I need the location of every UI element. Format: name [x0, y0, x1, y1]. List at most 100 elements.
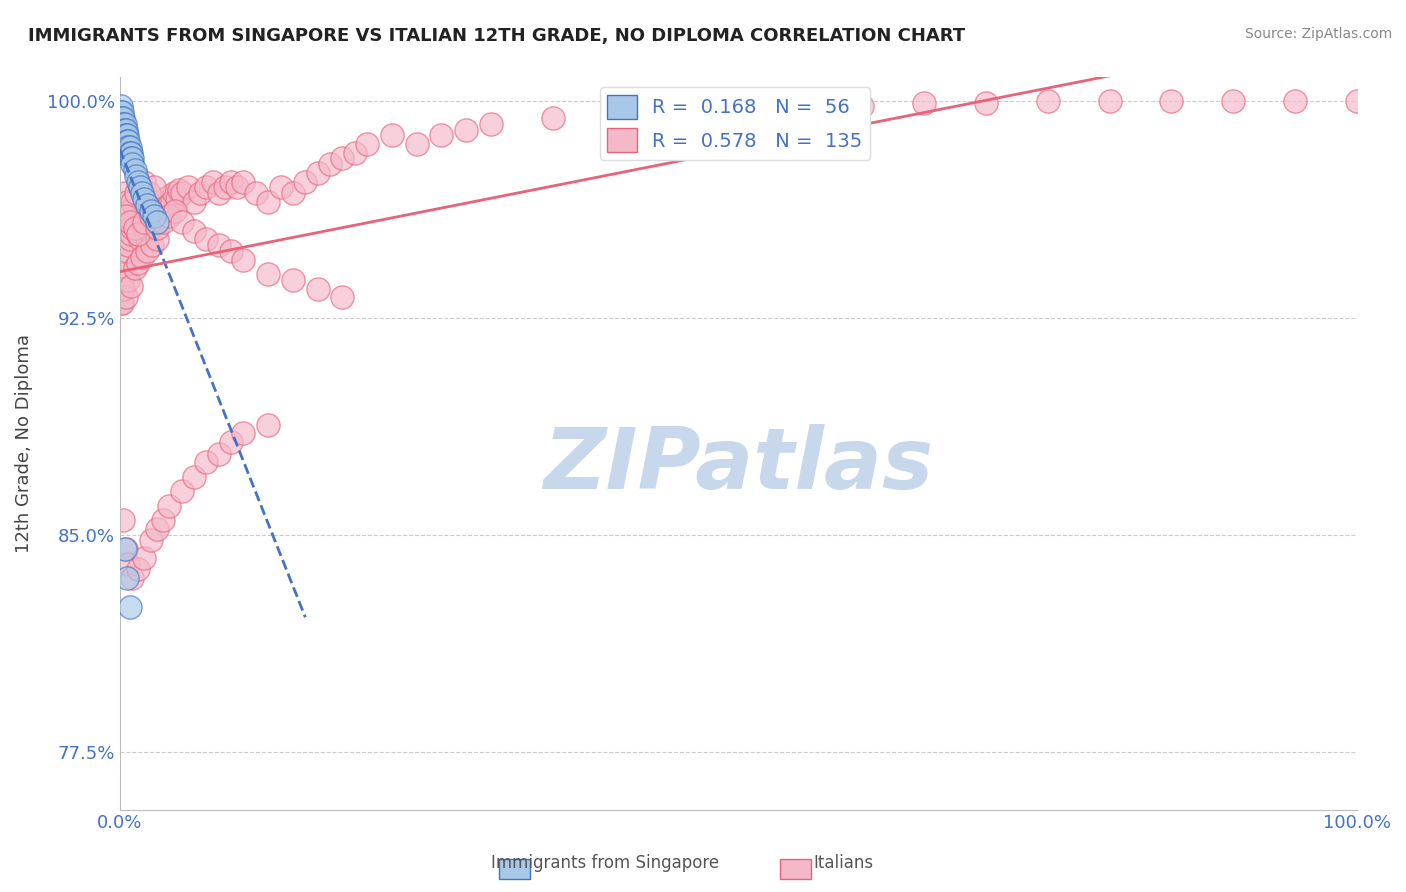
Point — [114, 128, 136, 143]
Point — [156, 198, 179, 212]
Point — [111, 134, 134, 148]
Point — [112, 282, 135, 296]
Point — [166, 192, 188, 206]
Point — [1098, 94, 1121, 108]
Point — [110, 105, 132, 120]
Point — [118, 140, 141, 154]
Point — [165, 203, 187, 218]
Point — [125, 215, 148, 229]
Point — [111, 145, 134, 160]
Point — [201, 175, 224, 189]
Point — [115, 134, 138, 148]
Point — [131, 250, 153, 264]
Point — [124, 261, 146, 276]
Point — [257, 267, 280, 281]
Point — [115, 571, 138, 585]
Point — [118, 599, 141, 614]
Point — [153, 192, 176, 206]
Point — [138, 186, 160, 201]
Point — [115, 194, 138, 209]
Point — [115, 128, 138, 143]
Point — [138, 224, 160, 238]
Point — [257, 417, 280, 432]
Point — [152, 513, 174, 527]
Point — [1346, 94, 1368, 108]
Y-axis label: 12th Grade, No Diploma: 12th Grade, No Diploma — [15, 334, 32, 553]
Point — [110, 122, 132, 136]
Point — [143, 180, 166, 194]
Point — [117, 145, 139, 160]
Point — [135, 227, 157, 241]
Point — [141, 238, 163, 252]
Point — [110, 296, 132, 310]
Point — [124, 163, 146, 178]
Point — [219, 435, 242, 450]
Point — [146, 221, 169, 235]
Point — [114, 134, 136, 148]
Point — [146, 232, 169, 246]
Point — [219, 244, 242, 258]
Text: IMMIGRANTS FROM SINGAPORE VS ITALIAN 12TH GRADE, NO DIPLOMA CORRELATION CHART: IMMIGRANTS FROM SINGAPORE VS ITALIAN 12T… — [28, 27, 966, 45]
Point — [124, 210, 146, 224]
Point — [143, 210, 166, 224]
Point — [111, 140, 134, 154]
Point — [134, 221, 156, 235]
Point — [125, 221, 148, 235]
Point — [112, 111, 135, 125]
Point — [118, 215, 141, 229]
Point — [111, 128, 134, 143]
Point — [974, 96, 997, 111]
Point — [112, 128, 135, 143]
Point — [139, 533, 162, 548]
Legend: R =  0.168   N =  56, R =  0.578   N =  135: R = 0.168 N = 56, R = 0.578 N = 135 — [599, 87, 870, 160]
Point — [114, 542, 136, 557]
Point — [183, 224, 205, 238]
Point — [111, 296, 134, 310]
Point — [356, 136, 378, 151]
Point — [115, 210, 138, 224]
Point — [114, 186, 136, 201]
Point — [127, 562, 149, 576]
Point — [139, 210, 162, 224]
Point — [115, 542, 138, 557]
Point — [111, 122, 134, 136]
Point — [281, 186, 304, 201]
Point — [110, 117, 132, 131]
Point — [136, 232, 159, 246]
Point — [232, 175, 254, 189]
Point — [170, 186, 193, 201]
Point — [150, 201, 173, 215]
Point — [117, 238, 139, 252]
Point — [112, 134, 135, 148]
Point — [167, 183, 190, 197]
Point — [603, 108, 626, 122]
Point — [232, 426, 254, 441]
Point — [219, 175, 242, 189]
Point — [121, 194, 143, 209]
Point — [115, 252, 138, 267]
Point — [120, 227, 142, 241]
Text: Source: ZipAtlas.com: Source: ZipAtlas.com — [1244, 27, 1392, 41]
Point — [343, 145, 366, 160]
Point — [110, 140, 132, 154]
Point — [117, 273, 139, 287]
Point — [131, 210, 153, 224]
Text: Italians: Italians — [814, 855, 873, 872]
Text: ZIPatlas: ZIPatlas — [543, 424, 934, 507]
Point — [115, 140, 138, 154]
Point — [120, 278, 142, 293]
Point — [142, 203, 165, 218]
Point — [160, 194, 183, 209]
Point — [118, 203, 141, 218]
Point — [183, 469, 205, 483]
Point — [114, 122, 136, 136]
Point — [118, 232, 141, 246]
Point — [127, 227, 149, 241]
Point — [405, 136, 427, 151]
Point — [110, 134, 132, 148]
Point — [112, 122, 135, 136]
Point — [115, 128, 138, 143]
Point — [145, 201, 167, 215]
Point — [281, 273, 304, 287]
Point — [112, 140, 135, 154]
